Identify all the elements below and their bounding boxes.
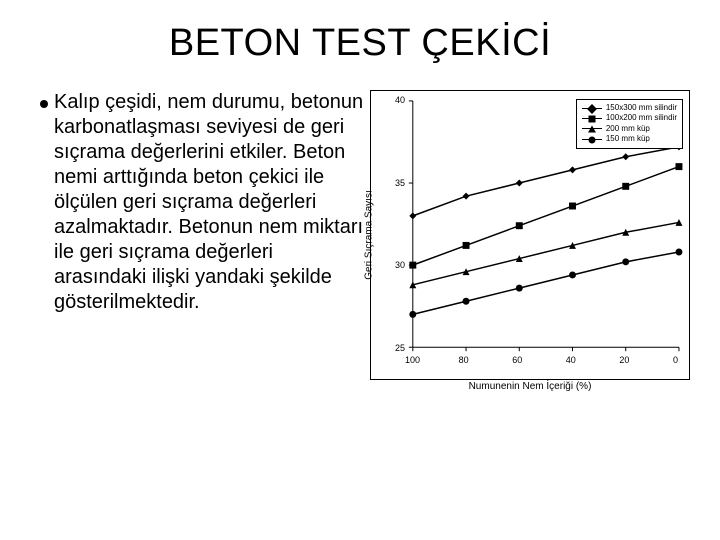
legend-label: 150x300 mm silindir: [606, 103, 677, 113]
legend-label: 200 mm küp: [606, 124, 650, 134]
y-tick: 40: [395, 95, 405, 105]
legend-item: 200 mm küp: [582, 124, 677, 134]
slide-title: BETON TEST ÇEKİCİ: [0, 22, 720, 65]
legend-label: 150 mm küp: [606, 134, 650, 144]
x-tick: 20: [619, 355, 629, 365]
chart-frame: 150x300 mm silindir100x200 mm silindir20…: [370, 90, 690, 380]
legend-label: 100x200 mm silindir: [606, 113, 677, 123]
x-tick: 60: [512, 355, 522, 365]
y-tick: 35: [395, 178, 405, 188]
bullet-icon: [40, 100, 48, 108]
x-axis-label: Numunenin Nem İçeriği (%): [469, 381, 592, 392]
body-text: Kalıp çeşidi, nem durumu, betonun karbon…: [54, 90, 364, 315]
y-tick: 30: [395, 260, 405, 270]
x-tick: 40: [566, 355, 576, 365]
body-row: Kalıp çeşidi, nem durumu, betonun karbon…: [40, 90, 690, 510]
x-tick: 100: [405, 355, 420, 365]
x-tick: 80: [459, 355, 469, 365]
slide: BETON TEST ÇEKİCİ Kalıp çeşidi, nem duru…: [0, 0, 720, 540]
y-tick: 25: [395, 343, 405, 353]
chart-legend: 150x300 mm silindir100x200 mm silindir20…: [576, 99, 683, 149]
legend-item: 150 mm küp: [582, 134, 677, 144]
legend-item: 100x200 mm silindir: [582, 113, 677, 123]
y-axis-label: Geri Sıçrama Sayısı: [364, 190, 375, 279]
legend-item: 150x300 mm silindir: [582, 103, 677, 113]
x-tick: 0: [673, 355, 678, 365]
chart-column: 150x300 mm silindir100x200 mm silindir20…: [370, 90, 690, 380]
